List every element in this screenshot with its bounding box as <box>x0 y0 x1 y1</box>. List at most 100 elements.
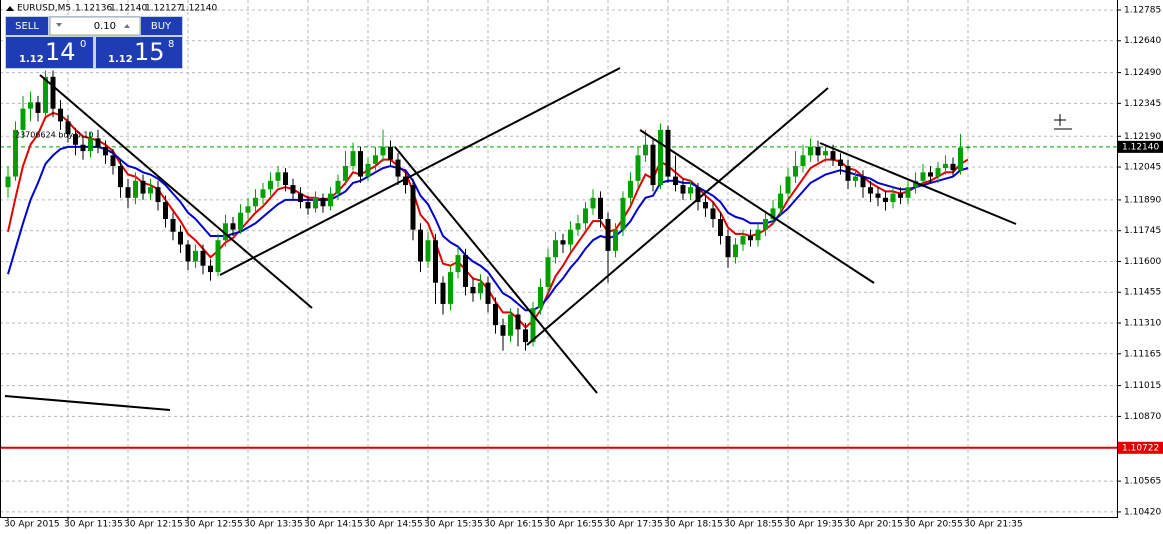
crosshair-cursor <box>1054 114 1072 130</box>
candle-body <box>493 303 498 326</box>
candle-body <box>350 151 356 166</box>
x-tick-label: 30 Apr 21:35 <box>964 520 1023 530</box>
candle-body <box>455 255 461 273</box>
candle-body <box>763 219 768 230</box>
trend-line[interactable] <box>526 87 829 346</box>
candle-body <box>523 329 528 343</box>
candle-body <box>13 129 18 177</box>
trend-line[interactable] <box>394 146 598 394</box>
trend-line[interactable] <box>219 67 621 276</box>
sell-label[interactable]: SELL <box>15 21 39 32</box>
candle-body <box>425 240 431 262</box>
price-label-bg <box>1118 441 1163 454</box>
candle-body <box>500 325 506 336</box>
candle-body <box>583 208 588 224</box>
x-tick-label: 30 Apr 20:55 <box>904 520 963 530</box>
y-tick-label: 1.12045 <box>1124 163 1161 173</box>
collapse-icon[interactable] <box>6 6 14 11</box>
x-tick-label: 30 Apr 16:55 <box>544 520 603 530</box>
candle-body <box>703 202 708 209</box>
buy-price-prefix: 1.12 <box>108 54 133 65</box>
candle-body <box>845 165 851 181</box>
candle-body <box>658 129 663 186</box>
candle-body <box>560 240 566 245</box>
x-tick-label: 30 Apr 11:35 <box>64 520 123 530</box>
sell-price-sup: 0 <box>80 39 86 50</box>
candle-body <box>515 314 521 330</box>
candle-body <box>568 229 573 245</box>
x-tick-label: 30 Apr 18:15 <box>664 520 723 530</box>
axes <box>0 0 1118 518</box>
candle-body <box>590 197 596 209</box>
header: EURUSD,M5 1.12136 1.12140 1.12127 1.1214… <box>6 4 217 140</box>
x-tick-label: 30 Apr 16:15 <box>484 520 543 530</box>
candle-body <box>283 172 288 186</box>
sell-button[interactable] <box>6 17 48 35</box>
candle-body <box>208 265 213 273</box>
lots-down[interactable] <box>56 23 62 27</box>
buy-label[interactable]: BUY <box>151 21 172 32</box>
ohlc-close: 1.12140 <box>180 4 217 14</box>
candle-body <box>140 180 146 194</box>
candle-body <box>800 155 806 166</box>
x-tick-label: 30 Apr 20:15 <box>844 520 903 530</box>
trend-line[interactable] <box>39 74 313 309</box>
moving-average <box>7 145 969 312</box>
candle-body <box>650 144 656 186</box>
trend-line[interactable] <box>4 395 171 411</box>
x-tick-label: 30 Apr 12:55 <box>184 520 243 530</box>
candle-body <box>58 108 63 122</box>
candle-body <box>755 229 761 241</box>
candle-body <box>170 219 176 232</box>
candle-body <box>238 212 243 230</box>
candle-body <box>905 187 911 198</box>
candle-body <box>373 155 378 164</box>
buy-price-box[interactable] <box>96 37 182 68</box>
lots-value[interactable]: 0.10 <box>94 21 116 32</box>
candle-body <box>815 146 821 156</box>
candle-body <box>838 159 843 166</box>
price-label: 1.12140 <box>1122 142 1159 152</box>
candle-body <box>440 282 446 304</box>
candle-body <box>43 76 48 113</box>
candle-body <box>260 189 266 198</box>
candle-body <box>200 250 206 266</box>
candle-body <box>935 168 941 177</box>
candle-body <box>328 193 333 207</box>
candle-body <box>875 193 881 198</box>
candle-body <box>718 219 723 237</box>
candle-body <box>898 193 903 198</box>
sell-price-box[interactable] <box>6 37 93 68</box>
candle-body <box>470 286 476 294</box>
lots-up[interactable] <box>124 24 130 28</box>
candle-body <box>320 197 326 207</box>
candle-body <box>883 197 888 203</box>
candle-body <box>463 255 468 287</box>
y-tick-label: 1.12490 <box>1124 68 1161 78</box>
candle-body <box>118 165 123 188</box>
candle-body <box>215 240 221 273</box>
candle-body <box>343 165 348 181</box>
trend-line[interactable] <box>819 142 1017 225</box>
y-tick-label: 1.11455 <box>1124 288 1161 298</box>
candle-body <box>50 76 56 109</box>
candle-body <box>553 240 558 258</box>
buy-button[interactable] <box>141 17 182 35</box>
candle-body <box>148 187 153 194</box>
price-label: 1.10722 <box>1122 443 1159 453</box>
buy-price-sup: 8 <box>168 39 174 50</box>
lots-input[interactable] <box>49 16 141 36</box>
y-tick-label: 1.12785 <box>1124 5 1161 15</box>
candle-body <box>643 144 648 156</box>
candle-body <box>155 187 161 203</box>
trend-line[interactable] <box>639 129 875 284</box>
candle-body <box>395 159 401 177</box>
candle-body <box>920 172 926 181</box>
candle-body <box>823 151 828 156</box>
candle-body <box>853 176 858 181</box>
candle-body <box>268 180 273 190</box>
y-tick-label: 1.12640 <box>1124 36 1161 46</box>
order-label: 23706624 buy 0.10 <box>15 131 94 140</box>
